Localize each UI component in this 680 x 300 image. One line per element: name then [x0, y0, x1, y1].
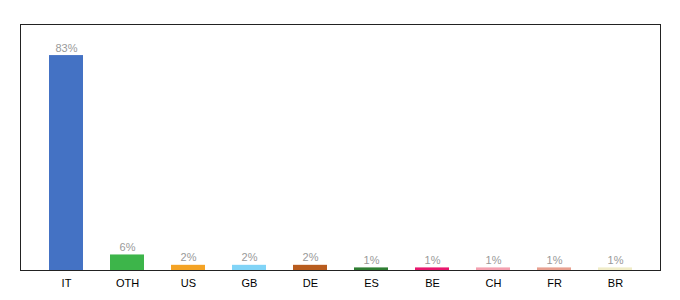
svg-text:IT: IT	[62, 277, 72, 289]
svg-text:US: US	[181, 277, 196, 289]
svg-text:CH: CH	[486, 277, 502, 289]
svg-text:2%: 2%	[181, 251, 197, 263]
svg-text:1%: 1%	[425, 254, 441, 266]
svg-text:DE: DE	[303, 277, 318, 289]
svg-text:1%: 1%	[486, 254, 502, 266]
svg-text:83%: 83%	[55, 42, 77, 54]
svg-text:1%: 1%	[547, 254, 563, 266]
svg-text:ES: ES	[364, 277, 379, 289]
svg-text:FR: FR	[547, 277, 562, 289]
svg-text:2%: 2%	[242, 251, 258, 263]
svg-text:BR: BR	[608, 277, 623, 289]
svg-text:2%: 2%	[303, 251, 319, 263]
svg-text:6%: 6%	[120, 241, 136, 253]
svg-text:BE: BE	[425, 277, 440, 289]
svg-text:1%: 1%	[608, 254, 624, 266]
svg-text:1%: 1%	[364, 254, 380, 266]
svg-text:GB: GB	[242, 277, 258, 289]
svg-text:OTH: OTH	[116, 277, 139, 289]
